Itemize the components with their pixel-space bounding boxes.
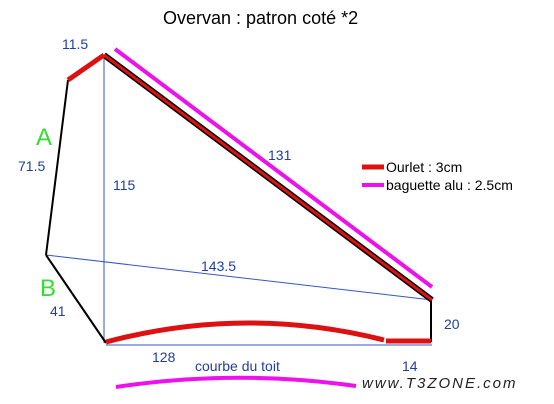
ourlet-roof-curve [105,320,385,345]
measure-bottom-short: 14 [402,358,418,374]
measure-side-b: 41 [50,303,66,319]
measure-right-edge: 20 [444,316,460,332]
measure-side-a: 71.5 [18,158,45,174]
measure-bottom-main: 128 [152,349,176,365]
diagonal-guide-line [45,254,433,301]
baguette-alu-roof-curve [115,375,357,389]
section-label-b: B [40,275,56,302]
baguette-alu-hypotenuse [113,47,434,289]
measure-diagonal: 143.5 [201,258,236,274]
legend: Ourlet : 3cm baguette alu : 2.5cm [362,159,513,193]
side-b-edge [45,254,107,344]
measure-vertical: 115 [113,177,136,193]
roof-curve-label: courbe du toit [195,358,280,374]
measure-top-edge: 11.5 [62,36,88,52]
measure-hypotenuse: 131 [268,147,292,163]
ourlet-top-edge [66,52,106,83]
legend-label-baguette: baguette alu : 2.5cm [386,177,513,193]
watermark-logo: www.T3ZONE.com [362,375,518,392]
side-a-edge [45,79,69,256]
legend-label-ourlet: Ourlet : 3cm [386,159,462,175]
section-label-a: A [36,124,52,151]
ourlet-hypotenuse [103,53,433,302]
diagram-title: Overvan : patron coté *2 [163,8,358,28]
